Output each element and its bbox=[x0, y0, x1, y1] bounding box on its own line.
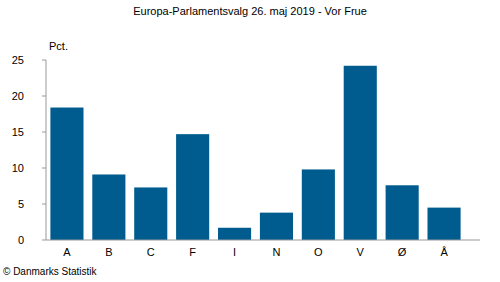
x-tick-label: C bbox=[147, 246, 155, 258]
bars bbox=[50, 66, 460, 240]
x-tick-label: Å bbox=[440, 246, 448, 258]
x-tick-label: A bbox=[63, 246, 71, 258]
y-tick-label: 0 bbox=[18, 234, 24, 246]
bar bbox=[302, 169, 335, 240]
x-tick-label: F bbox=[189, 246, 196, 258]
x-tick-label: V bbox=[357, 246, 365, 258]
bar bbox=[260, 213, 293, 240]
bar bbox=[218, 228, 251, 240]
y-tick bbox=[42, 240, 46, 241]
y-axis-label: Pct. bbox=[49, 40, 68, 52]
y-tick bbox=[42, 132, 46, 133]
x-tick-label: Ø bbox=[398, 246, 407, 258]
bar bbox=[344, 66, 377, 240]
x-axis-line bbox=[46, 240, 480, 241]
y-tick bbox=[42, 204, 46, 205]
title: Europa-Parlamentsvalg 26. maj 2019 - Vor… bbox=[133, 5, 367, 17]
x-tick-label: I bbox=[233, 246, 236, 258]
bar bbox=[386, 185, 419, 240]
y-tick-label: 20 bbox=[12, 90, 24, 102]
chart-container: Europa-Parlamentsvalg 26. maj 2019 - Vor… bbox=[0, 0, 500, 282]
y-axis-line bbox=[46, 60, 47, 240]
x-tick-label: N bbox=[272, 246, 280, 258]
bar bbox=[50, 108, 83, 240]
x-tick-label: B bbox=[105, 246, 112, 258]
y-tick bbox=[42, 168, 46, 169]
y-tick-label: 25 bbox=[12, 54, 24, 66]
chart-svg: Europa-Parlamentsvalg 26. maj 2019 - Vor… bbox=[0, 0, 500, 282]
y-tick-label: 15 bbox=[12, 126, 24, 138]
bar bbox=[92, 174, 125, 240]
bar bbox=[134, 187, 167, 240]
bar bbox=[427, 208, 460, 240]
bar bbox=[176, 134, 209, 240]
y-tick-label: 5 bbox=[18, 198, 24, 210]
source-note: © Danmarks Statistik bbox=[3, 266, 98, 277]
y-tick bbox=[42, 60, 46, 61]
y-tick bbox=[42, 96, 46, 97]
x-tick-label: O bbox=[314, 246, 323, 258]
y-tick-label: 10 bbox=[12, 162, 24, 174]
